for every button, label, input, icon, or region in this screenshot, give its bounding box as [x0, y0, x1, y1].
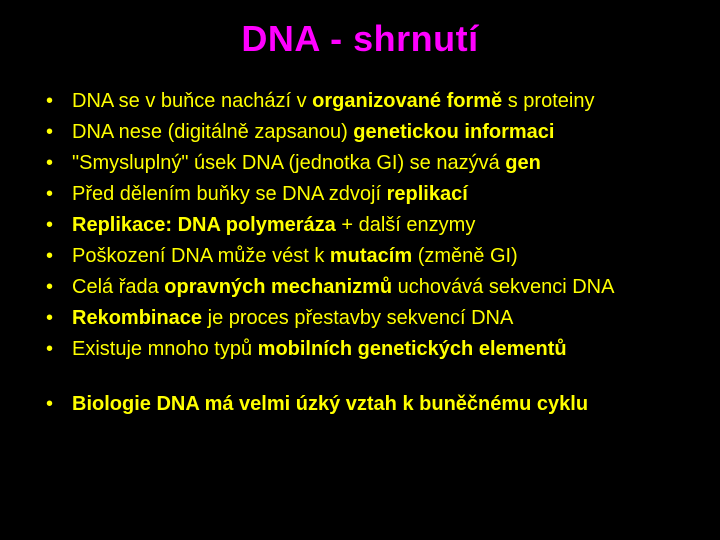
- list-item: "Smysluplný" úsek DNA (jednotka GI) se n…: [46, 150, 692, 177]
- spacer: [28, 367, 692, 391]
- list-item: Replikace: DNA polymeráza + další enzymy: [46, 212, 692, 239]
- list-item: DNA se v buňce nachází v organizované fo…: [46, 88, 692, 115]
- list-item: Rekombinace je proces přestavby sekvencí…: [46, 305, 692, 332]
- list-item: Celá řada opravných mechanizmů uchovává …: [46, 274, 692, 301]
- list-item: Biologie DNA má velmi úzký vztah k buněč…: [46, 391, 692, 418]
- list-item: Před dělením buňky se DNA zdvojí replika…: [46, 181, 692, 208]
- bullet-list-secondary: Biologie DNA má velmi úzký vztah k buněč…: [28, 391, 692, 418]
- page-title: DNA - shrnutí: [28, 18, 692, 60]
- bullet-list-main: DNA se v buňce nachází v organizované fo…: [28, 88, 692, 363]
- list-item: Existuje mnoho typů mobilních genetickýc…: [46, 336, 692, 363]
- list-item: DNA nese (digitálně zapsanou) genetickou…: [46, 119, 692, 146]
- list-item: Poškození DNA může vést k mutacím (změně…: [46, 243, 692, 270]
- slide: DNA - shrnutí DNA se v buňce nachází v o…: [0, 0, 720, 540]
